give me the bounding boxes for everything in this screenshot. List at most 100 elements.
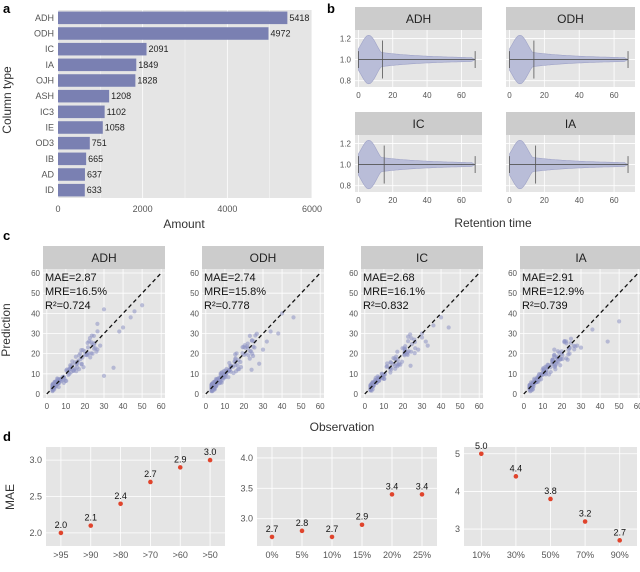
data-label: 3.0 bbox=[204, 447, 217, 457]
x-tick-label: 0 bbox=[356, 196, 361, 205]
bar bbox=[58, 168, 85, 181]
data-point bbox=[575, 343, 580, 348]
category-label: ODH bbox=[34, 29, 54, 39]
y-tick-label: 0 bbox=[513, 390, 518, 399]
data-point bbox=[209, 384, 215, 389]
x-tick-label: 50 bbox=[138, 402, 147, 411]
y-tick-label: 60 bbox=[349, 269, 358, 278]
data-point bbox=[233, 352, 238, 357]
data-point bbox=[89, 333, 94, 338]
y-tick-label: 10 bbox=[190, 370, 199, 379]
facet-title: IA bbox=[575, 251, 586, 265]
data-point bbox=[247, 333, 252, 338]
x-tick-label: 20 bbox=[398, 402, 407, 411]
y-tick-label: 2.0 bbox=[29, 528, 42, 538]
bar bbox=[58, 136, 90, 150]
x-tick-label: 10 bbox=[61, 402, 70, 411]
data-point bbox=[359, 522, 365, 528]
metric-mre: MRE=16.1% bbox=[363, 286, 425, 298]
metric-mae: MAE=2.87 bbox=[45, 272, 97, 284]
data-point bbox=[91, 346, 97, 351]
data-point bbox=[425, 343, 430, 348]
bar bbox=[58, 183, 85, 197]
data-point bbox=[253, 333, 258, 338]
data-point bbox=[94, 349, 99, 354]
category-label: IE bbox=[45, 123, 54, 133]
data-label: 2.8 bbox=[296, 518, 309, 528]
x-tick-label: >60 bbox=[173, 550, 188, 560]
y-tick-label: 40 bbox=[31, 309, 40, 318]
x-tick-label: 0% bbox=[265, 550, 278, 560]
x-tick-label: 30% bbox=[507, 550, 525, 560]
data-label: 5.0 bbox=[475, 441, 488, 451]
x-tick-label: 60 bbox=[457, 91, 466, 100]
bar-value-label: 4972 bbox=[270, 29, 290, 39]
data-point bbox=[479, 451, 484, 457]
data-point bbox=[389, 367, 394, 372]
y-tick-label: 30 bbox=[31, 330, 40, 339]
x-tick-label: 60 bbox=[316, 402, 325, 411]
data-point bbox=[207, 457, 213, 463]
data-label: 3.8 bbox=[544, 486, 557, 496]
category-label: AD bbox=[41, 170, 54, 180]
x-tick-label: 10 bbox=[538, 402, 547, 411]
data-point bbox=[79, 347, 84, 353]
data-point bbox=[558, 363, 563, 368]
data-point bbox=[98, 343, 103, 348]
category-label: ID bbox=[45, 185, 55, 195]
bar-value-label: 665 bbox=[88, 154, 103, 164]
x-tick-label: 30 bbox=[100, 402, 109, 411]
violin-xlabel: Retention time bbox=[454, 216, 532, 230]
y-tick-label: 0 bbox=[36, 390, 41, 399]
x-tick-label: 40 bbox=[575, 91, 584, 100]
x-tick-label: 60 bbox=[610, 91, 619, 100]
data-point bbox=[83, 352, 88, 357]
x-tick-label: 40 bbox=[437, 402, 446, 411]
x-tick-label: 10% bbox=[472, 550, 490, 560]
data-point bbox=[51, 381, 56, 387]
data-point bbox=[568, 340, 573, 346]
facet-title: ADH bbox=[406, 12, 431, 26]
data-point bbox=[617, 538, 622, 543]
data-point bbox=[71, 368, 76, 373]
y-tick-label: 50 bbox=[349, 289, 358, 298]
data-label: 2.4 bbox=[114, 491, 127, 501]
data-point bbox=[513, 474, 519, 479]
metric-mae: MAE=2.74 bbox=[204, 272, 256, 284]
category-label: OJH bbox=[36, 76, 54, 86]
bar bbox=[58, 121, 103, 134]
bar bbox=[58, 27, 269, 40]
data-point bbox=[385, 364, 390, 369]
data-point bbox=[88, 355, 93, 360]
x-tick-label: 6000 bbox=[302, 204, 322, 214]
data-point bbox=[86, 351, 91, 356]
y-tick-label: 60 bbox=[31, 269, 40, 278]
x-tick-label: 20 bbox=[80, 402, 89, 411]
data-point bbox=[567, 351, 572, 356]
data-point bbox=[528, 380, 534, 385]
data-label: 2.7 bbox=[613, 527, 626, 537]
x-tick-label: >50 bbox=[202, 550, 217, 560]
data-point bbox=[250, 353, 256, 359]
y-tick-label: 0 bbox=[195, 390, 200, 399]
data-point bbox=[227, 360, 232, 366]
facet-strip bbox=[202, 246, 324, 269]
data-point bbox=[249, 367, 254, 372]
category-label: IC bbox=[45, 44, 55, 54]
x-tick-label: 20 bbox=[388, 91, 397, 100]
x-tick-label: >80 bbox=[113, 550, 128, 560]
data-point bbox=[617, 319, 622, 324]
x-tick-label: 60 bbox=[457, 196, 466, 205]
category-label: OD3 bbox=[35, 138, 54, 148]
y-tick-label: 20 bbox=[190, 350, 199, 359]
y-tick-label: 60 bbox=[508, 269, 517, 278]
metric-mae: MAE=2.91 bbox=[522, 272, 574, 284]
facet-strip bbox=[506, 112, 635, 135]
metric-mre: MRE=15.8% bbox=[204, 286, 266, 298]
data-point bbox=[299, 528, 305, 534]
metric-mre: MRE=12.9% bbox=[522, 286, 584, 298]
x-tick-label: 60 bbox=[475, 402, 484, 411]
panel-b-violin-facets: ADH 0.8 1.0 1.2 0 20 40 60 ODH 0 20 40 60 IC 0.8 1.0 1.2… bbox=[340, 7, 635, 205]
y-tick-label: 1.2 bbox=[340, 139, 352, 148]
y-tick-label: 20 bbox=[508, 350, 517, 359]
